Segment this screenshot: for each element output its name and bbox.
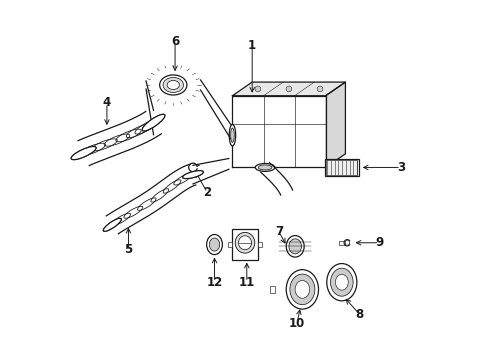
Bar — [228, 242, 232, 247]
Polygon shape — [106, 164, 196, 234]
Ellipse shape — [239, 236, 251, 250]
Ellipse shape — [289, 239, 301, 254]
Ellipse shape — [167, 80, 179, 90]
FancyBboxPatch shape — [232, 229, 258, 260]
Ellipse shape — [163, 77, 183, 93]
Circle shape — [255, 86, 261, 92]
Text: 7: 7 — [275, 225, 283, 238]
Ellipse shape — [231, 128, 234, 142]
FancyBboxPatch shape — [270, 286, 275, 293]
Polygon shape — [193, 158, 229, 184]
Ellipse shape — [255, 163, 275, 171]
Polygon shape — [200, 80, 231, 139]
Text: 3: 3 — [397, 161, 405, 174]
Polygon shape — [78, 112, 161, 166]
Text: 2: 2 — [203, 186, 211, 199]
Ellipse shape — [258, 165, 272, 170]
Ellipse shape — [331, 268, 353, 296]
Text: 9: 9 — [375, 236, 384, 249]
Ellipse shape — [207, 234, 222, 255]
Polygon shape — [232, 96, 326, 167]
Polygon shape — [232, 82, 345, 96]
Ellipse shape — [295, 280, 310, 298]
FancyBboxPatch shape — [326, 160, 357, 175]
Ellipse shape — [142, 114, 165, 131]
Text: 4: 4 — [103, 96, 111, 109]
Polygon shape — [261, 163, 293, 195]
Ellipse shape — [286, 235, 304, 257]
Text: 5: 5 — [124, 243, 133, 256]
Text: 8: 8 — [356, 308, 364, 321]
Text: 12: 12 — [206, 276, 222, 289]
Polygon shape — [146, 81, 153, 135]
Text: 1: 1 — [248, 39, 256, 52]
Circle shape — [317, 86, 323, 92]
Text: 6: 6 — [171, 35, 179, 49]
FancyBboxPatch shape — [339, 240, 344, 245]
FancyBboxPatch shape — [329, 286, 335, 293]
Polygon shape — [326, 82, 345, 167]
Bar — [258, 242, 262, 247]
Ellipse shape — [286, 270, 318, 309]
Ellipse shape — [183, 171, 203, 179]
Ellipse shape — [71, 147, 96, 160]
Text: 11: 11 — [239, 276, 255, 289]
Ellipse shape — [235, 233, 255, 253]
Circle shape — [286, 86, 292, 92]
Ellipse shape — [336, 274, 348, 290]
Ellipse shape — [103, 218, 122, 231]
FancyBboxPatch shape — [325, 159, 359, 176]
Ellipse shape — [290, 274, 315, 305]
Ellipse shape — [209, 238, 220, 251]
Ellipse shape — [327, 264, 357, 301]
Ellipse shape — [229, 125, 236, 146]
Text: 10: 10 — [289, 317, 305, 330]
Ellipse shape — [160, 75, 187, 95]
